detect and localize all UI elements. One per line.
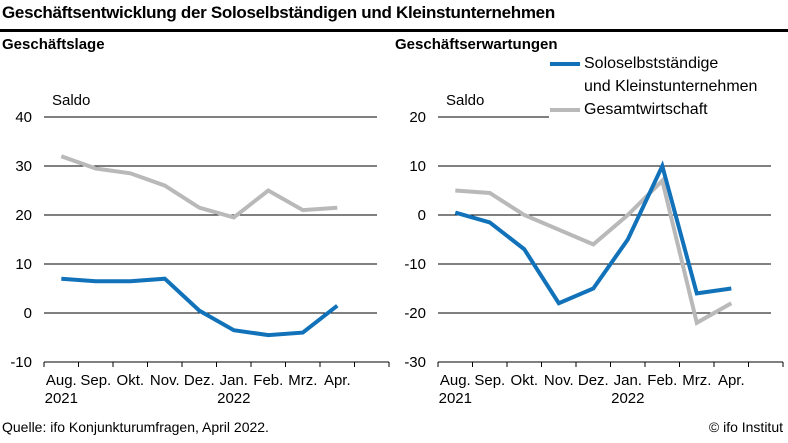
y-tick-label: -20 — [404, 305, 426, 322]
legend-swatch-gesamtwirtschaft — [550, 107, 580, 112]
y-axis-unit-label: Saldo — [446, 92, 484, 109]
series-line-soloselbststaendige — [454, 160, 732, 306]
copyright-note: © ifo Institut — [708, 419, 783, 435]
y-tick-label: 20 — [409, 109, 426, 126]
x-tick-label: Jan. — [614, 372, 642, 389]
x-tick-label: Mrz. — [288, 372, 317, 389]
x-tick-label: Aug. — [46, 372, 77, 389]
x-tick-label: Apr. — [718, 372, 745, 389]
legend-item-gesamtwirtschaft: Gesamtwirtschaft — [550, 98, 757, 121]
x-year-label: 2022 — [611, 390, 644, 407]
legend-swatch-spacer — [550, 85, 580, 89]
x-tick-label: Jan. — [220, 372, 248, 389]
x-tick-label: Mrz. — [682, 372, 711, 389]
figure-title: Geschäftsentwicklung der Soloselbständig… — [2, 3, 555, 22]
legend-item-soloselbststaendige: Soloselbstständige — [550, 52, 757, 75]
legend: Soloselbstständige und Kleinstunternehme… — [550, 52, 757, 121]
y-tick-label: 20 — [15, 207, 32, 224]
legend-item-soloselbststaendige-line2: und Kleinstunternehmen — [550, 75, 757, 98]
y-tick-label: 10 — [409, 158, 426, 175]
chart-title-geschaeftslage: Geschäftslage — [2, 36, 105, 53]
title-rule — [0, 29, 788, 32]
y-tick-label: -10 — [404, 256, 426, 273]
legend-label-line: Soloselbstständige — [584, 55, 719, 72]
x-tick-label: Dez. — [184, 372, 215, 389]
y-tick-label: 40 — [15, 109, 32, 126]
x-tick-label: Okt. — [117, 372, 145, 389]
x-tick-label: Apr. — [324, 372, 351, 389]
series-line-gesamtwirtschaft — [455, 176, 733, 326]
y-axis-unit-label: Saldo — [52, 92, 90, 109]
x-tick-label: Feb. — [253, 372, 283, 389]
legend-swatch-soloselbststaendige — [550, 61, 580, 66]
chart-geschaeftslage: 40 30 20 10 0 -10 Aug. Sep. Okt. Nov. Dez. Jan. Feb.… — [10, 92, 390, 407]
chart-geschaeftserwartungen: 20 10 0 -10 -20 -30 Aug. Sep. Okt. Nov. Dez. Jan. Fe… — [404, 92, 784, 407]
x-tick-label: Nov. — [150, 372, 180, 389]
chart-title-geschaeftserwartungen: Geschäftserwartungen — [395, 36, 558, 53]
series-line-soloselbststaendige — [61, 276, 339, 338]
y-tick-label: -30 — [404, 354, 426, 371]
source-note: Quelle: ifo Konjunkturumfragen, April 20… — [2, 419, 269, 435]
legend-label-line: Gesamtwirtschaft — [584, 101, 708, 118]
x-year-label: 2021 — [45, 390, 78, 407]
y-tick-label: 0 — [24, 305, 32, 322]
series-line-gesamtwirtschaft — [60, 154, 338, 220]
x-tick-label: Feb. — [647, 372, 677, 389]
x-tick-label: Okt. — [511, 372, 539, 389]
x-tick-label: Dez. — [578, 372, 609, 389]
x-tick-label: Sep. — [80, 372, 111, 389]
x-tick-label: Nov. — [544, 372, 574, 389]
x-tick-label: Aug. — [440, 372, 471, 389]
y-tick-label: 30 — [15, 158, 32, 175]
x-year-label: 2022 — [217, 390, 250, 407]
y-tick-label: 0 — [418, 207, 426, 224]
y-tick-label: 10 — [15, 256, 32, 273]
x-tick-label: Sep. — [474, 372, 505, 389]
legend-label-line: und Kleinstunternehmen — [584, 78, 758, 95]
x-year-label: 2021 — [439, 390, 472, 407]
y-tick-label: -10 — [10, 354, 32, 371]
